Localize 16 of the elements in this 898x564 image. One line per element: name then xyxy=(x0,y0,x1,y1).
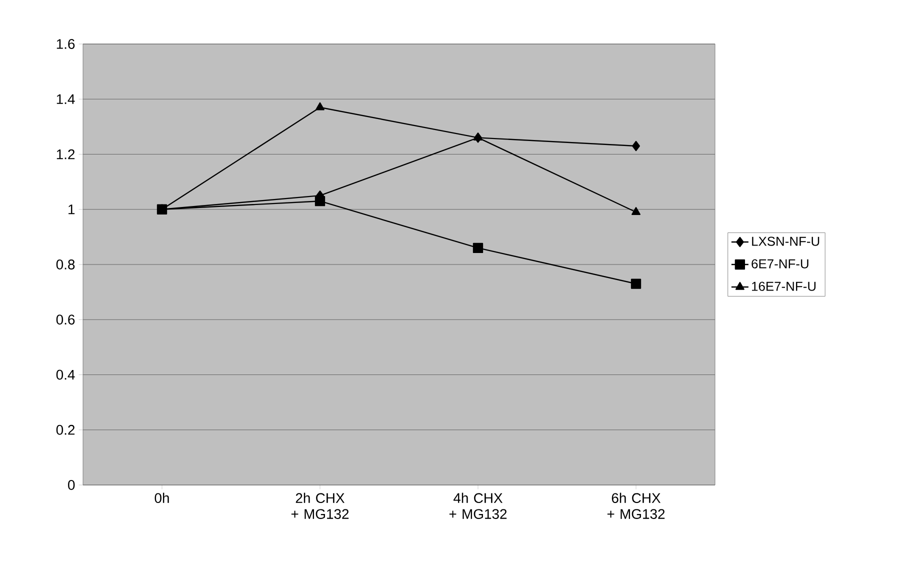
y-tick-label: 0.2 xyxy=(56,424,75,435)
x-tick-label: 4h CHX + MG132 xyxy=(449,492,507,519)
y-tick-label: 0.8 xyxy=(56,260,75,270)
x-tick-label: 0h xyxy=(154,492,169,504)
y-tick-label: 0 xyxy=(68,480,75,490)
y-tick-label: 1.4 xyxy=(56,94,75,104)
y-tick-label: 0.6 xyxy=(56,314,75,325)
legend-label: 16E7-NF-U xyxy=(752,282,816,291)
y-tick-label: 1 xyxy=(68,204,75,214)
x-tick-label: 6h CHX + MG132 xyxy=(607,492,665,519)
x-tick-label: 2h CHX + MG132 xyxy=(291,492,349,519)
y-tick-label: 1.6 xyxy=(56,39,75,49)
legend-label: 6E7-NF-U xyxy=(752,259,808,268)
y-tick-label: 1.2 xyxy=(56,149,75,160)
legend-label: LXSN-NF-U xyxy=(752,236,820,246)
y-tick-label: 0.4 xyxy=(56,370,75,380)
